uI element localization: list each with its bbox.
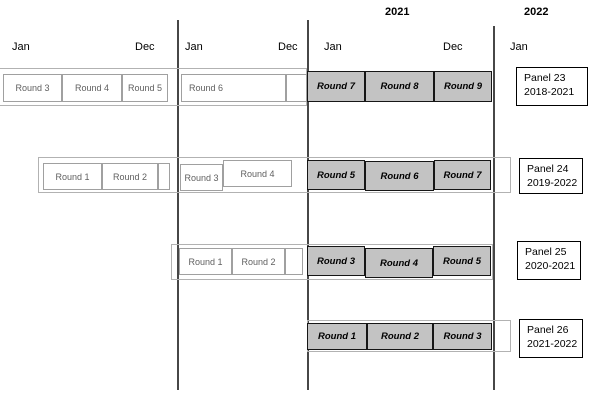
month-label: Dec bbox=[135, 41, 155, 53]
year-label: 2021 bbox=[385, 6, 410, 18]
round-box: Round 5 bbox=[122, 74, 168, 102]
round-box: Round 5 bbox=[307, 160, 365, 190]
round-box: Round 7 bbox=[434, 160, 491, 190]
panel-years: 2020-2021 bbox=[525, 259, 576, 272]
panel-name: Panel 25 bbox=[525, 246, 567, 258]
month-label: Dec bbox=[278, 41, 298, 53]
round-box-empty bbox=[286, 74, 307, 102]
round-box: Round 4 bbox=[62, 74, 122, 102]
panel-label-box: Panel 26 2021-2022 bbox=[519, 319, 583, 358]
month-label: Jan bbox=[324, 41, 342, 53]
round-box: Round 3 bbox=[180, 164, 223, 191]
round-box: Round 4 bbox=[223, 160, 292, 187]
round-box: Round 1 bbox=[307, 323, 367, 350]
round-box: Round 6 bbox=[181, 74, 286, 102]
divider-2020 bbox=[177, 20, 179, 390]
panel-label-box: Panel 23 2018-2021 bbox=[516, 67, 588, 106]
panel-name: Panel 23 bbox=[524, 72, 566, 84]
panel-duration-rect bbox=[38, 157, 511, 193]
panel-name: Panel 26 bbox=[527, 324, 569, 336]
month-label: Dec bbox=[443, 41, 463, 53]
panel-label-box: Panel 24 2019-2022 bbox=[519, 158, 583, 194]
panel-duration-rect bbox=[171, 244, 493, 280]
divider-2021 bbox=[307, 20, 309, 390]
divider-2022 bbox=[493, 26, 495, 390]
round-box: Round 3 bbox=[433, 323, 492, 350]
round-box: Round 9 bbox=[434, 71, 492, 102]
round-box: Round 3 bbox=[3, 74, 62, 102]
month-label: Jan bbox=[185, 41, 203, 53]
round-box-empty bbox=[285, 248, 303, 275]
round-box: Round 3 bbox=[307, 246, 365, 276]
panel-years: 2019-2022 bbox=[527, 176, 578, 189]
round-box: Round 8 bbox=[365, 71, 434, 102]
panel-years: 2018-2021 bbox=[524, 85, 575, 98]
round-box: Round 1 bbox=[179, 248, 232, 275]
round-box: Round 2 bbox=[102, 163, 158, 190]
year-label: 2022 bbox=[524, 6, 549, 18]
round-box: Round 4 bbox=[365, 248, 433, 278]
round-box-empty bbox=[158, 163, 170, 190]
round-box: Round 2 bbox=[367, 323, 433, 350]
round-box: Round 2 bbox=[232, 248, 285, 275]
month-label: Jan bbox=[510, 41, 528, 53]
panel-years: 2021-2022 bbox=[527, 337, 578, 350]
round-box: Round 6 bbox=[365, 161, 434, 191]
panel-name: Panel 24 bbox=[527, 163, 569, 175]
month-label: Jan bbox=[12, 41, 30, 53]
round-box: Round 5 bbox=[433, 246, 491, 276]
panel-label-box: Panel 25 2020-2021 bbox=[517, 241, 581, 280]
round-box: Round 7 bbox=[307, 71, 365, 102]
round-box: Round 1 bbox=[43, 163, 102, 190]
